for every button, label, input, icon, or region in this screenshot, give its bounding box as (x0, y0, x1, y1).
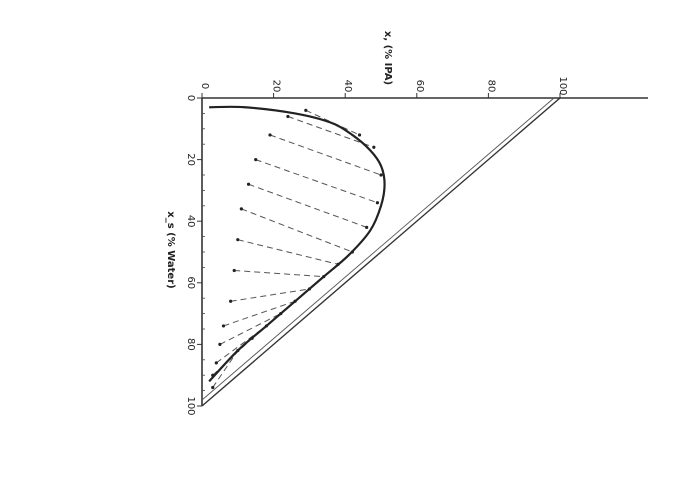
tie-point-right-3 (264, 324, 269, 328)
tie-line-10 (248, 183, 367, 228)
y-tick-label-60: 60 (185, 276, 196, 289)
tie-point-right-2 (250, 336, 254, 340)
tie-point-left-1 (211, 385, 215, 390)
x-tick-label-40: 40 (342, 80, 353, 93)
tie-line-11 (255, 159, 378, 204)
tie-point-left-5 (221, 324, 226, 328)
tie-line-7 (234, 269, 324, 278)
tie-point-right-1 (236, 348, 240, 353)
tie-point-right-11 (375, 201, 380, 205)
tie-point-left-7 (232, 268, 236, 273)
tie-point-right-5 (293, 299, 297, 303)
tie-line-8 (237, 239, 339, 265)
tie-line-1 (212, 350, 239, 388)
x-axis-label: x, (% IPA) (382, 31, 393, 85)
x-tick-label-0: 0 (199, 83, 210, 89)
tie-point-left-14 (304, 108, 308, 112)
tie-line-13 (287, 116, 375, 148)
x-tick-label-60: 60 (414, 80, 425, 93)
x-tick-label-100: 100 (557, 76, 568, 95)
x-tick-label-20: 20 (271, 80, 282, 93)
y-tick-label-100: 100 (185, 396, 196, 415)
tie-point-right-13 (372, 145, 376, 149)
tie-point-right-9 (350, 250, 354, 254)
tie-point-left-4 (218, 342, 222, 346)
tie-line-5 (223, 300, 296, 327)
tie-point-left-2 (211, 373, 215, 377)
tie-point-left-3 (214, 361, 218, 365)
tie-point-left-13 (286, 114, 290, 119)
y-tick-label-0: 0 (185, 95, 196, 101)
tie-point-right-7 (322, 275, 326, 279)
tie-line-12 (269, 134, 382, 176)
tie-line-6 (230, 288, 310, 302)
tie-point-right-10 (365, 225, 369, 229)
tie-point-left-6 (229, 299, 233, 303)
y-tick-label-40: 40 (185, 215, 196, 228)
tie-point-right-12 (379, 173, 383, 177)
tie-point-left-8 (236, 238, 240, 242)
tie-point-right-6 (307, 287, 311, 291)
tie-point-left-12 (268, 133, 272, 137)
tie-line-4 (219, 313, 281, 345)
x-tick-label-80: 80 (485, 80, 496, 93)
tie-point-left-9 (239, 207, 243, 211)
tie-point-right-14 (357, 133, 362, 137)
hypotenuse-line-inner (201, 97, 555, 401)
y-axis-label: x_s (% Water) (165, 211, 176, 288)
y-tick-label-80: 80 (185, 338, 196, 351)
y-tick-label-20: 20 (185, 153, 196, 166)
tie-line-9 (241, 208, 353, 253)
tie-point-right-8 (336, 262, 340, 266)
binodal-curve (208, 105, 386, 383)
tie-point-left-11 (254, 158, 258, 162)
tie-point-right-4 (279, 312, 283, 316)
tie-point-left-10 (246, 182, 251, 186)
hypotenuse-line (201, 97, 561, 407)
